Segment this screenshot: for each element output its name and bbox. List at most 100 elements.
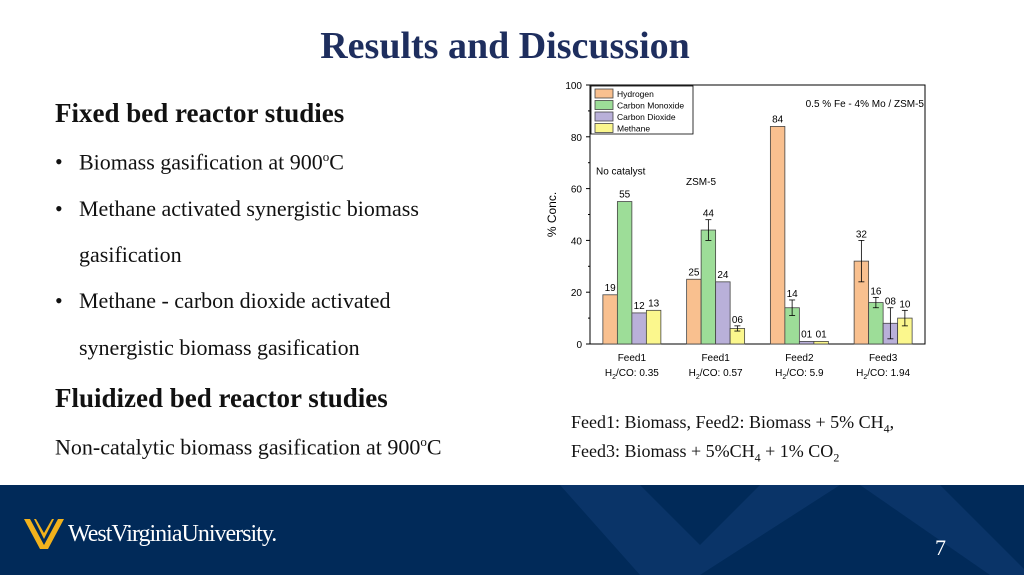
bar-hydrogen (686, 278, 702, 345)
data-label: 25 (688, 267, 700, 278)
bullet-dot: • (55, 196, 63, 221)
feed-line1-a: Feed1: Biomass, Feed2: Biomass + 5% CH (571, 412, 884, 432)
ratio-rest: /CO: 0.35 (616, 368, 659, 379)
bullet-2-line2: gasification (79, 242, 182, 267)
bullet-dot: • (55, 149, 63, 175)
data-label: 44 (703, 209, 715, 220)
fluidized-bed-heading: Fluidized bed reactor studies (55, 383, 388, 413)
data-label: 55 (619, 190, 631, 201)
data-label: 10 (899, 299, 911, 310)
data-label: 14 (787, 289, 799, 300)
data-label: 12 (634, 301, 646, 312)
bar-carbon-dioxide (631, 312, 647, 345)
x-ratio-label: H2/CO: 0.57 (689, 368, 743, 381)
x-category-label: Feed1 (618, 353, 647, 364)
ratio-sub: 2 (863, 374, 867, 381)
fluidized-text-after: C (426, 434, 442, 460)
ratio-rest: /CO: 0.57 (700, 368, 743, 379)
ratio-sub: 2 (782, 374, 786, 381)
x-category-label: Feed1 (701, 353, 730, 364)
ratio-rest: /CO: 5.9 (786, 368, 824, 379)
feed-legend-line1: Feed1: Biomass, Feed2: Biomass + 5% CH4, (571, 412, 894, 437)
x-category-label: Feed3 (869, 353, 898, 364)
data-label: 06 (732, 315, 744, 326)
x-ratio-label: H2/CO: 5.9 (775, 368, 824, 381)
wvu-flying-wv-logo (24, 519, 64, 549)
y-tick-label: 20 (571, 288, 583, 299)
ratio-h: H (605, 368, 612, 379)
feed-line1-sub: 4 (883, 421, 890, 436)
page-number: 7 (935, 535, 946, 560)
x-ratio-label: H2/CO: 0.35 (605, 368, 659, 381)
bar-hydrogen (769, 126, 786, 345)
data-label: 01 (816, 329, 828, 340)
bar-hydrogen (602, 294, 618, 345)
annotation-no-catalyst: No catalyst (596, 166, 646, 177)
footer-bar: WestVirginiaUniversity. 7 (0, 485, 1024, 575)
fluidized-text-sup: o (420, 434, 427, 449)
data-label: 13 (648, 298, 660, 309)
fluidized-text-main: Non-catalytic biomass gasification at 90… (55, 434, 421, 460)
bullet-1: • Biomass gasification at 900oC (55, 149, 344, 175)
x-category-label: Feed2 (785, 353, 814, 364)
y-tick-label: 0 (576, 340, 582, 351)
data-label: 32 (856, 229, 868, 240)
legend-entry: Carbon Dioxide (617, 112, 676, 122)
bullet-1-text: Biomass gasification at 900 (79, 149, 323, 175)
bar-carbon-dioxide (798, 341, 815, 345)
data-label: 16 (870, 286, 882, 297)
bar-carbon-monoxide (868, 302, 884, 345)
data-label: 84 (772, 114, 784, 125)
bullet-2: • Methane activated synergistic biomass (55, 196, 419, 222)
bullet-3-line1: Methane - carbon dioxide activated (79, 288, 391, 313)
fluidized-text: Non-catalytic biomass gasification at 90… (55, 434, 442, 460)
bar-methane (645, 309, 662, 345)
y-axis-label: % Conc. (545, 192, 559, 237)
wvu-wordmark: WestVirginiaUniversity. (68, 521, 277, 547)
bullet-1-after: C (329, 149, 344, 175)
ratio-h: H (689, 368, 696, 379)
slide-title: Results and Discussion (320, 25, 690, 67)
feed-line2-b: + 1% CO (760, 441, 834, 461)
bar-carbon-monoxide (700, 229, 717, 345)
legend-swatch (594, 111, 614, 122)
data-label: 24 (717, 270, 729, 281)
legend-swatch (594, 88, 614, 99)
bullet-1-sup: o (322, 149, 330, 164)
ratio-sub: 2 (696, 374, 700, 381)
y-tick-label: 60 (571, 185, 583, 196)
y-tick-label: 80 (571, 133, 583, 144)
ratio-h: H (856, 368, 863, 379)
fixed-bed-heading: Fixed bed reactor studies (55, 98, 345, 128)
bullet-3: • Methane - carbon dioxide activated (55, 288, 391, 314)
bullet-dot: • (55, 288, 63, 313)
feed-line2-a: Feed3: Biomass + 5%CH (571, 441, 755, 461)
bullet-3-line2: synergistic biomass gasification (79, 335, 360, 360)
bar-carbon-dioxide (715, 281, 731, 345)
data-label: 08 (885, 297, 897, 308)
bar-methane (813, 341, 829, 345)
legend-entry: Methane (617, 124, 650, 134)
data-label: 19 (605, 283, 617, 294)
legend-entry: Carbon Monoxide (617, 101, 684, 111)
feed-legend-line2: Feed3: Biomass + 5%CH4 + 1% CO2 (571, 441, 839, 466)
feed-line1-b: , (889, 412, 895, 432)
footer-chevron-pattern (560, 485, 1024, 575)
annotation-fe-mo-catalyst: 0.5 % Fe - 4% Mo / ZSM-5 (806, 99, 925, 110)
ratio-h: H (775, 368, 782, 379)
feed-line2-sub2: 2 (833, 450, 840, 465)
x-ratio-label: H2/CO: 1.94 (856, 368, 910, 381)
ratio-sub: 2 (612, 374, 616, 381)
ratio-rest: /CO: 1.94 (867, 368, 910, 379)
legend-swatch (594, 123, 614, 133)
y-tick-label: 100 (565, 81, 582, 92)
data-label: 01 (801, 329, 813, 340)
annotation-zsm5: ZSM-5 (686, 177, 716, 188)
feed-line2-sub1: 4 (754, 450, 761, 465)
legend-entry: Hydrogen (617, 89, 654, 99)
y-tick-label: 40 (571, 236, 583, 247)
bar-carbon-monoxide (616, 201, 633, 345)
legend-swatch (594, 100, 614, 110)
bullet-2-line1: Methane activated synergistic biomass (79, 196, 419, 221)
